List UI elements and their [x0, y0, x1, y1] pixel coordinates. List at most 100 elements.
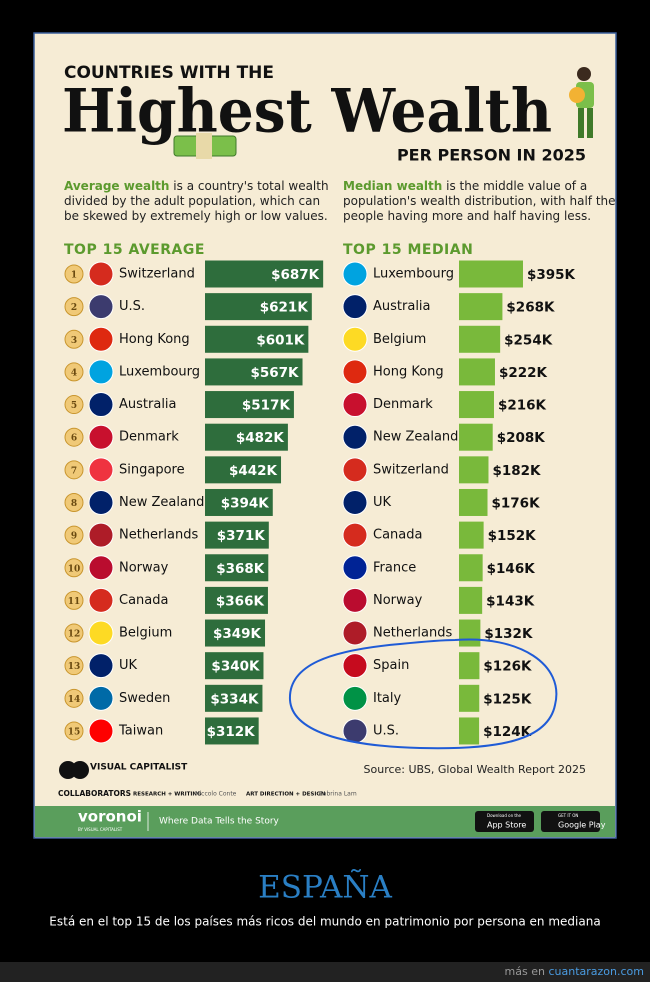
value-label: $216K [498, 398, 547, 414]
rank: 3 [71, 336, 77, 346]
category-label: Australia [373, 299, 431, 314]
rank-badge [64, 492, 84, 512]
rank-badge [64, 525, 84, 545]
bar [205, 358, 303, 386]
category-label: Luxembourg [373, 267, 454, 282]
value-label: $143K [486, 593, 535, 609]
bar [205, 652, 264, 680]
rank: 14 [68, 695, 81, 705]
bar [205, 717, 259, 745]
category-label: Hong Kong [119, 332, 190, 347]
rank-badge [64, 460, 84, 480]
flag [88, 555, 114, 581]
chart-title: TOP 15 MEDIAN [343, 242, 473, 258]
kicker: COUNTRIES WITH THE [64, 63, 274, 83]
value-label: $268K [506, 300, 555, 316]
bar [459, 260, 523, 288]
category-label: France [373, 560, 416, 575]
bar [205, 423, 288, 451]
bar [205, 391, 294, 419]
google-play-badge[interactable] [541, 811, 600, 832]
flag [342, 718, 368, 744]
bar [459, 358, 495, 386]
intro-text: is the middle value of a [446, 179, 587, 193]
bar [459, 619, 481, 647]
main-title: Highest Wealth [62, 77, 552, 147]
rank: 11 [68, 597, 81, 607]
value-label: $482K [236, 430, 285, 446]
category-label: U.S. [373, 723, 399, 738]
flag [342, 326, 368, 352]
flag [342, 424, 368, 450]
value-label: $366K [216, 593, 265, 609]
rank-badge [64, 264, 84, 284]
flag [342, 522, 368, 548]
value-label: $208K [497, 430, 546, 446]
category-label: Singapore [119, 462, 185, 477]
rank-badge [64, 395, 84, 415]
rank-badge [64, 427, 84, 447]
category-label: Netherlands [119, 528, 198, 543]
category-label: Switzerland [373, 462, 449, 477]
flag [88, 522, 114, 548]
category-label: Canada [373, 528, 422, 543]
charts: TOP 15 AVERAGE 1 Switzerland $687K 2 U.S. $621… [64, 242, 576, 745]
category-label: Norway [119, 560, 169, 575]
flag [88, 489, 114, 515]
flag [88, 718, 114, 744]
category-label: U.S. [119, 299, 145, 314]
badge-text: App Store [487, 821, 526, 830]
person-illustration [569, 67, 594, 138]
category-label: UK [373, 495, 392, 510]
bar [459, 652, 480, 680]
category-label: Switzerland [119, 267, 195, 282]
bar [459, 717, 480, 745]
caption-title: ESPAÑA [258, 868, 392, 906]
collaborators: COLLABORATORS [58, 789, 131, 798]
category-label: Norway [373, 593, 423, 608]
value-label: $312K [207, 724, 256, 740]
subtitle: PER PERSON IN 2025 [397, 146, 586, 165]
value-label: $394K [221, 495, 270, 511]
rank-badge [64, 558, 84, 578]
value-label: $687K [271, 267, 320, 283]
category-label: Netherlands [373, 626, 452, 641]
infographic-panel [33, 32, 617, 839]
value-label: $442K [229, 463, 278, 479]
caption-text: Está en el top 15 de los países más rico… [49, 915, 600, 929]
bar [459, 293, 503, 321]
rank-badge [64, 721, 84, 741]
rank: 4 [71, 368, 77, 378]
category-label: New Zealand [119, 495, 204, 510]
category-label: Belgium [373, 332, 426, 347]
money-stack [173, 133, 237, 159]
rank: 10 [68, 564, 81, 574]
brand: VISUAL CAPITALIST [90, 763, 188, 773]
category-label: Denmark [119, 430, 179, 445]
intro-line: population's wealth distribution, with h… [343, 194, 616, 208]
value-label: $621K [260, 300, 309, 316]
bar [205, 521, 269, 549]
value-label: $517K [242, 398, 291, 414]
person: Sabrina Lam [319, 791, 357, 798]
site-line: más en cuantarazon.com [505, 965, 644, 978]
rank-badge [64, 688, 84, 708]
rank-badge [64, 590, 84, 610]
rank: 8 [71, 499, 77, 509]
bar [459, 684, 480, 712]
app-store-badge[interactable] [475, 811, 534, 832]
intro-text: divided by the adult population, which c… [64, 194, 320, 208]
flag [342, 653, 368, 679]
category-label: UK [119, 658, 138, 673]
flag [88, 392, 114, 418]
badge-small: GET IT ON [558, 813, 578, 818]
category-label: Luxembourg [119, 364, 200, 379]
bar [459, 456, 489, 484]
value-label: $125K [483, 691, 532, 707]
voronoi-by: BY VISUAL CAPITALIST [78, 827, 123, 832]
category-label: Australia [119, 397, 177, 412]
site-link[interactable]: cuantarazon.com [548, 965, 644, 978]
flag [88, 457, 114, 483]
value-label: $146K [487, 561, 536, 577]
